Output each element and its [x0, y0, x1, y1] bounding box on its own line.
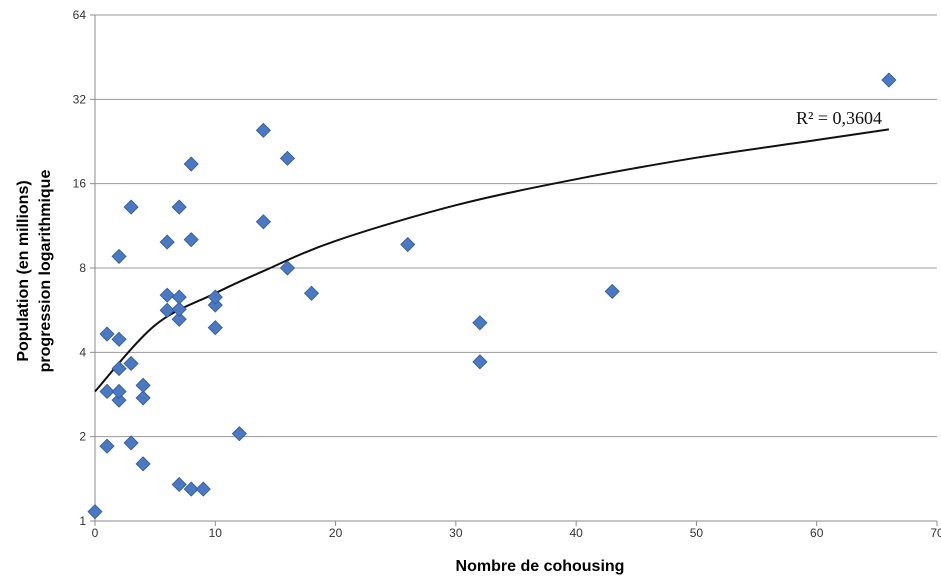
- data-point: [171, 311, 187, 327]
- x-tick-label: 0: [92, 526, 99, 540]
- data-point: [171, 301, 187, 317]
- data-point: [135, 377, 151, 393]
- y-axis-title-line1: Population (en millions): [15, 180, 32, 361]
- y-tick-label: 16: [73, 177, 87, 191]
- data-point: [135, 456, 151, 472]
- y-tick-label: 8: [79, 261, 86, 275]
- data-point: [99, 326, 115, 342]
- x-tick-label: 20: [329, 526, 343, 540]
- data-point: [123, 199, 139, 215]
- y-axis-title-line2: progression logarithmique: [37, 170, 54, 373]
- data-point: [111, 383, 127, 400]
- data-point: [303, 285, 320, 301]
- data-point: [123, 355, 139, 372]
- data-point: [99, 438, 115, 454]
- trendline: [94, 128, 890, 393]
- y-tick-label: 64: [73, 8, 87, 22]
- x-tick-labels: 0 10 20 30 40 50 60 70: [92, 526, 941, 540]
- data-point: [87, 504, 103, 520]
- data-point: [111, 392, 127, 408]
- data-point: [472, 315, 488, 331]
- data-point: [279, 260, 296, 276]
- data-point: [159, 302, 175, 318]
- data-point: [135, 390, 151, 406]
- x-tick-label: 70: [930, 526, 941, 540]
- data-point: [159, 287, 175, 303]
- data-point: [171, 289, 187, 305]
- x-tick-label: 40: [569, 526, 583, 540]
- trendline-curve: [94, 128, 890, 393]
- data-point: [604, 283, 620, 299]
- x-tick-label: 50: [690, 526, 704, 540]
- data-point: [881, 72, 897, 88]
- r-squared-label: R² = 0,3604: [796, 108, 882, 128]
- data-point: [111, 331, 127, 347]
- y-tick-label: 4: [79, 345, 86, 359]
- x-tick-label: 10: [209, 526, 223, 540]
- data-point: [207, 320, 223, 336]
- data-point: [99, 383, 115, 400]
- y-tick-label: 32: [73, 92, 87, 106]
- data-point: [255, 214, 271, 230]
- data-point: [400, 236, 416, 253]
- data-points: [87, 72, 897, 520]
- grid-lines: [95, 14, 937, 438]
- y-tick-label: 1: [79, 514, 86, 528]
- y-tick-label: 2: [79, 430, 86, 444]
- data-point: [279, 150, 296, 166]
- data-point: [183, 156, 199, 172]
- axes: [90, 14, 938, 526]
- data-point: [472, 354, 488, 370]
- data-point: [255, 122, 271, 138]
- data-point: [111, 361, 127, 377]
- data-point: [171, 199, 187, 215]
- data-point: [183, 481, 199, 497]
- data-point: [183, 232, 199, 248]
- data-point: [207, 297, 223, 313]
- data-point: [195, 481, 211, 497]
- x-tick-label: 60: [810, 526, 824, 540]
- data-point: [207, 289, 223, 305]
- data-point: [231, 426, 247, 442]
- data-point: [171, 476, 187, 493]
- data-point: [159, 234, 175, 250]
- x-tick-label: 30: [449, 526, 463, 540]
- y-tick-labels: 1 2 4 8 16 32 64: [73, 8, 87, 528]
- x-axis-title: Nombre de cohousing: [456, 558, 625, 575]
- data-point: [111, 248, 127, 264]
- data-point: [123, 435, 139, 451]
